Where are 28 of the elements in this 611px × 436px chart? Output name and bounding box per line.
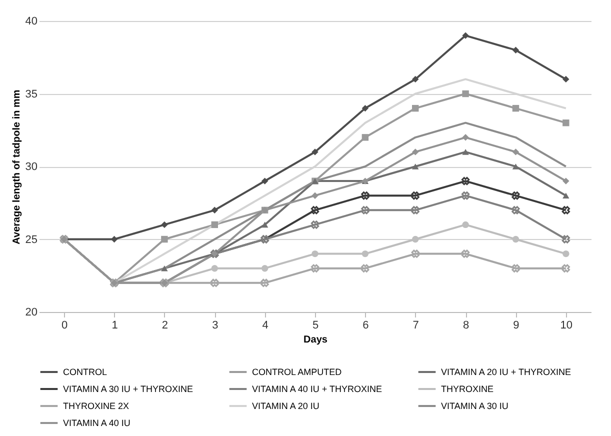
x-tick-label: 0 (62, 320, 68, 332)
x-tick-label: 8 (462, 320, 470, 332)
x-tick-label: 5 (312, 320, 319, 332)
legend-label: VITAMIN A 20 IU (252, 401, 320, 411)
legend-label: CONTROL AMPUTED (252, 367, 342, 377)
legend-label: THYROXINE (441, 384, 494, 394)
y-tick-label: 20 (25, 306, 38, 318)
y-tick-label: 30 (25, 161, 38, 173)
x-tick-label: 3 (212, 320, 218, 332)
legend-label: CONTROL (63, 367, 108, 377)
legend-label: THYROXINE 2X (63, 401, 130, 411)
legend-label: VITAMIN A 30 IU + THYROXINE (63, 384, 193, 394)
x-tick-label: 7 (412, 320, 419, 332)
y-tick-label: 35 (25, 88, 38, 100)
x-axis-title: Days (304, 334, 328, 346)
x-tick-label: 10 (560, 320, 573, 332)
legend-label: VITAMIN A 30 IU (441, 401, 508, 411)
legend-label: VITAMIN A 40 IU + THYROXINE (252, 384, 382, 394)
x-tick-label: 9 (513, 320, 520, 332)
x-tick-label: 1 (112, 320, 118, 332)
x-tick-label: 6 (362, 320, 369, 332)
y-tick-label: 25 (25, 234, 38, 246)
y-axis-title: Average length of tadpole in mm (11, 90, 22, 244)
legend-label: VITAMIN A 20 IU + THYROXINE (441, 367, 571, 377)
x-tick-label: 2 (162, 320, 168, 332)
legend-label: VITAMIN A 40 IU (63, 418, 130, 428)
y-tick-label: 40 (25, 16, 38, 28)
x-tick-label: 4 (262, 320, 268, 332)
